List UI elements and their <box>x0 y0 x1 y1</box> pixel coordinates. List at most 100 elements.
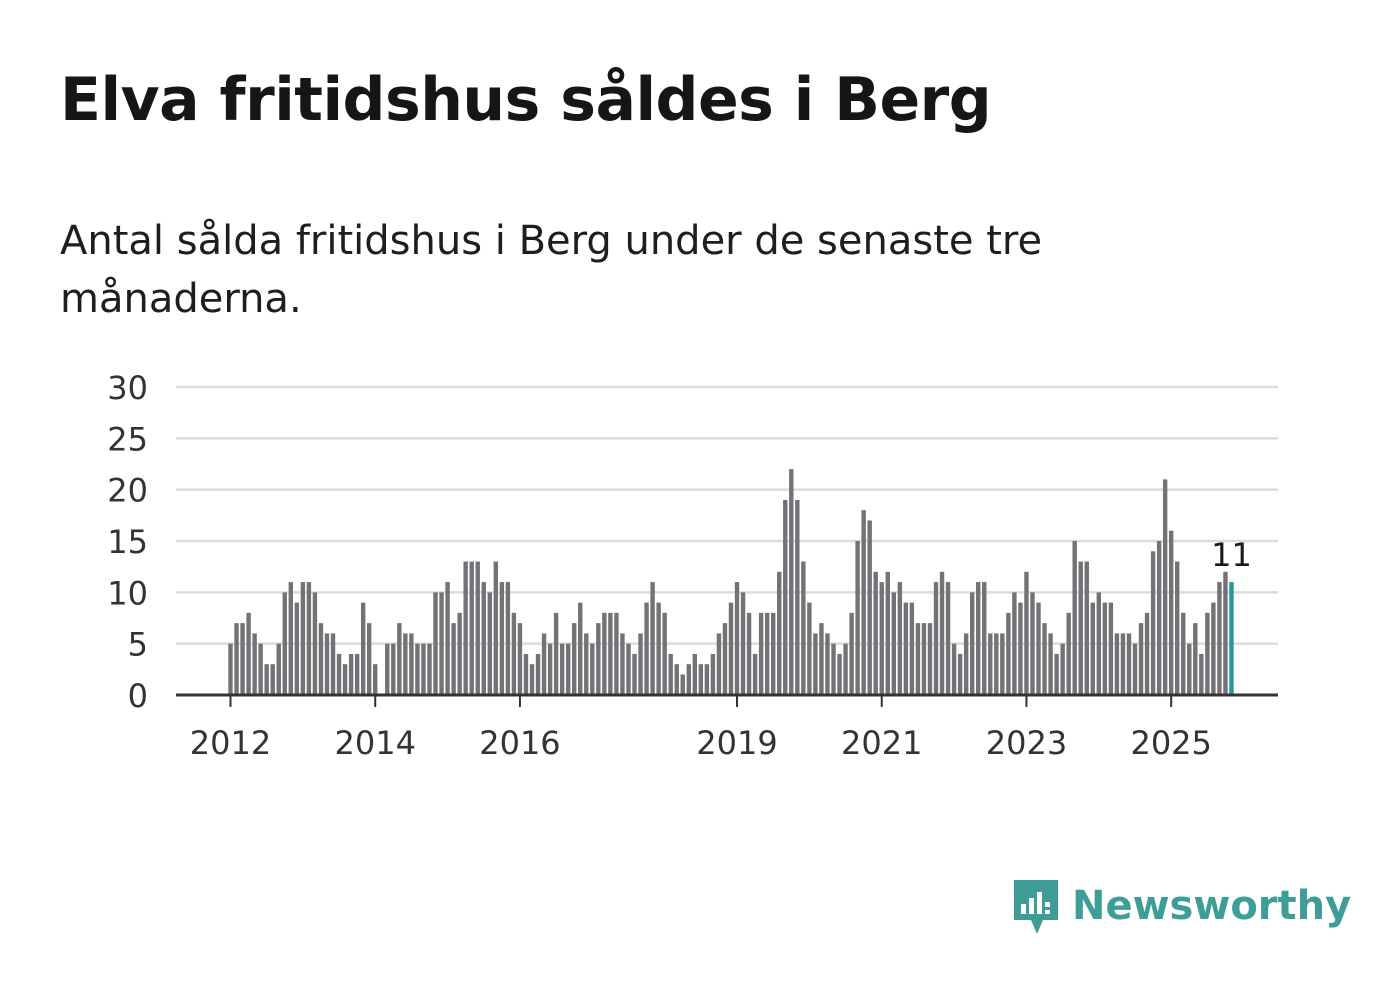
bar <box>427 643 432 695</box>
bar <box>1084 561 1089 695</box>
bar <box>903 602 909 695</box>
bar <box>1066 612 1071 695</box>
bar <box>475 561 480 695</box>
bar <box>789 469 794 695</box>
bar <box>252 633 257 695</box>
y-tick-label: 15 <box>107 523 148 561</box>
bar <box>1108 602 1114 695</box>
x-axis: 2012 2014 2016 2019 2021 2023 2025 <box>190 695 1212 762</box>
bar-highlight <box>1229 582 1234 695</box>
bar <box>234 623 239 695</box>
bar <box>330 633 336 695</box>
bar <box>306 582 312 695</box>
brand-logo: Newsworthy <box>1010 876 1351 936</box>
bar <box>662 612 667 695</box>
bar <box>1181 612 1186 695</box>
bar <box>1168 530 1174 695</box>
y-tick-label: 10 <box>107 574 148 612</box>
bar <box>1138 623 1144 695</box>
bar <box>1114 633 1120 695</box>
bar <box>354 653 360 695</box>
bar <box>927 623 933 695</box>
y-tick-label: 20 <box>107 472 148 510</box>
bar <box>228 643 233 695</box>
bar <box>276 643 281 695</box>
bar <box>783 499 788 695</box>
bar <box>366 623 372 695</box>
bar <box>632 653 637 695</box>
x-tick-label: 2019 <box>696 724 777 762</box>
bar <box>1126 633 1132 695</box>
bar <box>1199 653 1204 695</box>
bar <box>403 633 408 695</box>
bar <box>692 653 698 695</box>
bar <box>746 612 752 695</box>
bar <box>680 674 685 695</box>
bar <box>451 623 456 695</box>
bar <box>415 643 420 695</box>
bar <box>1072 541 1077 695</box>
bar <box>246 612 251 695</box>
bar <box>1162 479 1168 695</box>
bar <box>318 623 324 695</box>
bar <box>578 602 583 695</box>
bar <box>873 571 878 695</box>
bar <box>891 592 896 695</box>
bar <box>1030 592 1035 695</box>
bar <box>740 592 746 695</box>
bar <box>457 612 462 695</box>
bar <box>650 582 655 695</box>
bar <box>614 612 619 695</box>
bar <box>620 633 625 695</box>
bar <box>1012 592 1017 695</box>
bar <box>644 602 649 695</box>
bar <box>909 602 915 695</box>
bar <box>373 664 378 695</box>
bar <box>264 664 269 695</box>
bar <box>1060 643 1065 695</box>
bar <box>270 664 275 695</box>
bar <box>409 633 414 695</box>
bar <box>656 602 661 695</box>
bar <box>915 623 921 695</box>
bar <box>963 633 969 695</box>
bar <box>517 623 523 695</box>
bar <box>1048 633 1053 695</box>
bar <box>994 633 999 695</box>
bar <box>294 602 300 695</box>
bar <box>529 664 535 695</box>
bar <box>1000 633 1005 695</box>
bar <box>752 653 758 695</box>
bar <box>716 633 722 695</box>
bar <box>499 582 505 695</box>
bar <box>342 664 348 695</box>
bar <box>686 664 691 695</box>
x-tick-label: 2012 <box>190 724 271 762</box>
bar <box>921 623 927 695</box>
bar <box>837 653 842 695</box>
bar <box>602 612 607 695</box>
bar <box>771 612 776 695</box>
bar <box>1175 561 1180 695</box>
bar <box>584 633 589 695</box>
x-tick-label: 2021 <box>841 724 922 762</box>
bar <box>312 592 318 695</box>
chart-subtitle: Antal sålda fritidshus i Berg under de s… <box>60 218 1043 322</box>
bar <box>951 643 957 695</box>
x-tick-label: 2023 <box>986 724 1067 762</box>
bar <box>282 592 287 695</box>
bar <box>590 643 595 695</box>
bar <box>1132 643 1138 695</box>
bar <box>439 592 444 695</box>
bar <box>1078 561 1083 695</box>
bar <box>1018 602 1023 695</box>
bar <box>1217 582 1222 695</box>
bar <box>324 633 330 695</box>
bar <box>668 653 673 695</box>
bar <box>945 582 951 695</box>
bar <box>867 520 872 695</box>
bar <box>463 561 468 695</box>
bar <box>638 633 643 695</box>
bar <box>1205 612 1210 695</box>
